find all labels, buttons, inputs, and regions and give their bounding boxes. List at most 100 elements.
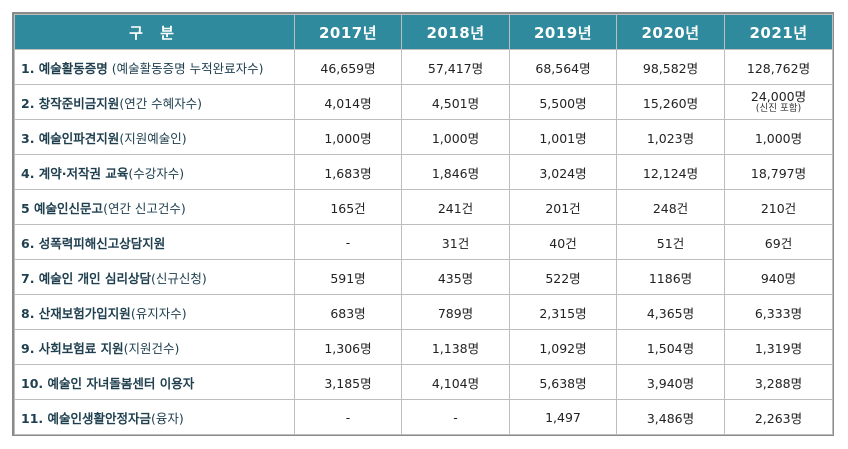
row-label-sub: (지원건수) <box>123 340 180 356</box>
row-label-main: 1. 예술활동증명 <box>21 60 108 76</box>
row-label-main: 11. 예술인생활안정자금 <box>21 410 151 426</box>
table-cell: 248건 <box>616 189 725 225</box>
header-year-2019: 2019년 <box>509 14 617 50</box>
table-row: 9. 사회보험료 지원(지원건수) 1,306명 1,138명 1,092명 1… <box>14 329 833 365</box>
table-cell: 1,319명 <box>724 329 833 365</box>
table-cell: 210건 <box>724 189 833 225</box>
table-cell: 31건 <box>401 224 510 260</box>
row-label-sub: (연간 신고건수) <box>103 200 186 216</box>
table-cell: 1,000명 <box>401 119 510 155</box>
table-cell: 2,263명 <box>724 399 833 435</box>
table-cell: 15,260명 <box>616 84 725 120</box>
table-cell: 12,124명 <box>616 154 725 190</box>
row-label-main: 9. 사회보험료 지원 <box>21 340 124 356</box>
table-row: 4. 계약·저작권 교육(수강자수) 1,683명 1,846명 3,024명 … <box>14 154 833 190</box>
table-row: 11. 예술인생활안정자금(융자) - - 1,497 3,486명 2,263… <box>14 399 833 435</box>
header-year-2018: 2018년 <box>401 14 510 50</box>
table-cell: 201건 <box>509 189 617 225</box>
table-cell: 1,092명 <box>509 329 617 365</box>
table-cell: 3,486명 <box>616 399 725 435</box>
header-year-2017: 2017년 <box>294 14 402 50</box>
table-cell: 4,501명 <box>401 84 510 120</box>
row-label-main: 10. 예술인 자녀돌봄센터 이용자 <box>21 375 195 391</box>
table-cell: 3,185명 <box>294 364 402 400</box>
table-cell: 1,138명 <box>401 329 510 365</box>
row-label-sub: (연간 수혜자수) <box>119 95 203 111</box>
row-label: 7. 예술인 개인 심리상담(신규신청) <box>14 259 295 295</box>
row-label-main: 8. 산재보험가입지원 <box>21 305 131 321</box>
table-cell: 789명 <box>401 294 510 330</box>
row-label: 2. 창작준비금지원(연간 수혜자수) <box>14 84 295 120</box>
row-label-sub: (융자) <box>151 410 184 426</box>
table-cell: 128,762명 <box>724 49 833 85</box>
table-cell: 68,564명 <box>509 49 617 85</box>
row-label: 3. 예술인파견지원(지원예술인) <box>14 119 295 155</box>
table-cell: 4,014명 <box>294 84 402 120</box>
table-row: 2. 창작준비금지원(연간 수혜자수) 4,014명 4,501명 5,500명… <box>14 84 833 120</box>
cell-value: 24,000명 <box>750 89 807 105</box>
table-cell: 18,797명 <box>724 154 833 190</box>
table-cell: - <box>294 399 402 435</box>
table-cell: 435명 <box>401 259 510 295</box>
table-cell: 1,504명 <box>616 329 725 365</box>
table-cell: 51건 <box>616 224 725 260</box>
row-label: 6. 성폭력피해신고상담지원 <box>14 224 295 260</box>
row-label-main: 3. 예술인파견지원 <box>21 130 120 146</box>
table-cell: 4,104명 <box>401 364 510 400</box>
table-cell: 46,659명 <box>294 49 402 85</box>
row-label-main: 6. 성폭력피해신고상담지원 <box>21 235 166 251</box>
table-cell: 3,024명 <box>509 154 617 190</box>
table-cell: 591명 <box>294 259 402 295</box>
table-cell: 98,582명 <box>616 49 725 85</box>
table-cell: 683명 <box>294 294 402 330</box>
table-cell: 1,306명 <box>294 329 402 365</box>
row-label-main: 2. 창작준비금지원 <box>21 95 120 111</box>
row-label-main: 7. 예술인 개인 심리상담 <box>21 270 152 286</box>
table-cell: 1,000명 <box>724 119 833 155</box>
table-row: 8. 산재보험가입지원(유지자수) 683명 789명 2,315명 4,365… <box>14 294 833 330</box>
row-label: 8. 산재보험가입지원(유지자수) <box>14 294 295 330</box>
header-row: 구 분 2017년 2018년 2019년 2020년 2021년 <box>14 14 833 50</box>
table-cell: 241건 <box>401 189 510 225</box>
row-label-main: 4. 계약·저작권 교육 <box>21 165 129 181</box>
table-cell: 165건 <box>294 189 402 225</box>
row-label: 1. 예술활동증명 (예술활동증명 누적완료자수) <box>14 49 295 85</box>
row-label-sub: (유지자수) <box>130 305 187 321</box>
table-cell: - <box>294 224 402 260</box>
table-cell: 4,365명 <box>616 294 725 330</box>
row-label: 11. 예술인생활안정자금(융자) <box>14 399 295 435</box>
table-row: 10. 예술인 자녀돌봄센터 이용자 3,185명 4,104명 5,638명 … <box>14 364 833 400</box>
table-cell: 1,497 <box>509 399 617 435</box>
row-label: 10. 예술인 자녀돌봄센터 이용자 <box>14 364 295 400</box>
table-cell: 3,940명 <box>616 364 725 400</box>
table-cell: 1,001명 <box>509 119 617 155</box>
header-year-2020: 2020년 <box>616 14 725 50</box>
row-label-sub: (예술활동증명 누적완료자수) <box>107 60 264 76</box>
row-label-main: 5 예술인신문고 <box>21 200 104 216</box>
table-cell: 1186명 <box>616 259 725 295</box>
row-label-sub: (지원예술인) <box>119 130 187 146</box>
table-row: 3. 예술인파견지원(지원예술인) 1,000명 1,000명 1,001명 1… <box>14 119 833 155</box>
table-row: 5 예술인신문고(연간 신고건수) 165건 241건 201건 248건 21… <box>14 189 833 225</box>
table-cell: 40건 <box>509 224 617 260</box>
table-row: 6. 성폭력피해신고상담지원 - 31건 40건 51건 69건 <box>14 224 833 260</box>
table-cell: 5,500명 <box>509 84 617 120</box>
row-label-sub: (수강자수) <box>128 165 185 181</box>
header-year-2021: 2021년 <box>724 14 833 50</box>
table-row: 7. 예술인 개인 심리상담(신규신청) 591명 435명 522명 1186… <box>14 259 833 295</box>
table-row: 1. 예술활동증명 (예술활동증명 누적완료자수) 46,659명 57,417… <box>14 49 833 85</box>
table-cell: 1,846명 <box>401 154 510 190</box>
stats-table-frame: 구 분 2017년 2018년 2019년 2020년 2021년 1. 예술활… <box>12 12 834 436</box>
table-cell: 1,683명 <box>294 154 402 190</box>
table-cell: 6,333명 <box>724 294 833 330</box>
header-category: 구 분 <box>14 14 295 50</box>
table-cell: 522명 <box>509 259 617 295</box>
table-cell: 5,638명 <box>509 364 617 400</box>
row-label: 4. 계약·저작권 교육(수강자수) <box>14 154 295 190</box>
table-cell: 940명 <box>724 259 833 295</box>
table-cell: 24,000명 (신진 포함) <box>724 84 833 120</box>
stats-table: 구 분 2017년 2018년 2019년 2020년 2021년 1. 예술활… <box>14 14 833 435</box>
table-cell: - <box>401 399 510 435</box>
table-cell: 57,417명 <box>401 49 510 85</box>
row-label: 5 예술인신문고(연간 신고건수) <box>14 189 295 225</box>
